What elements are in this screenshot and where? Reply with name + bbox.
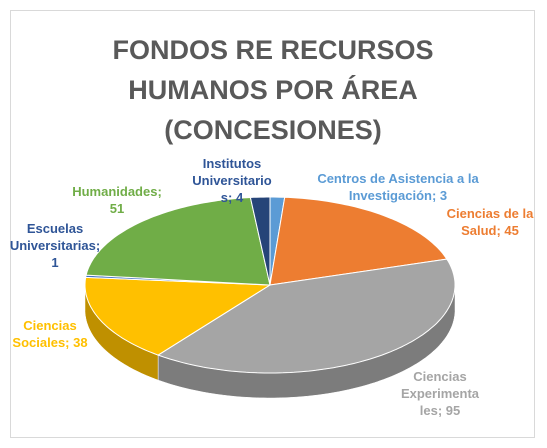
data-label: Ciencias de la Salud; 45 (446, 206, 534, 238)
slice (84, 276, 272, 356)
data-label: Humanidades; 51 (72, 184, 162, 216)
data-label: Ciencias Experimentales; 95 (400, 369, 480, 418)
data-label: Ciencias Sociales; 38 (12, 318, 88, 350)
slice (249, 196, 271, 286)
data-label: Centros de Asistencia a la Investigación… (317, 171, 479, 203)
slice (85, 196, 271, 286)
data-label: Escuelas Universitarias; 1 (9, 221, 101, 270)
data-label: Institutos Universitarios; 4 (192, 156, 272, 205)
slice (156, 258, 456, 374)
chart-frame (10, 10, 535, 438)
slice (269, 196, 448, 286)
chart-title: FONDOS RE RECURSOS HUMANOS POR ÁREA (CON… (112, 35, 434, 145)
